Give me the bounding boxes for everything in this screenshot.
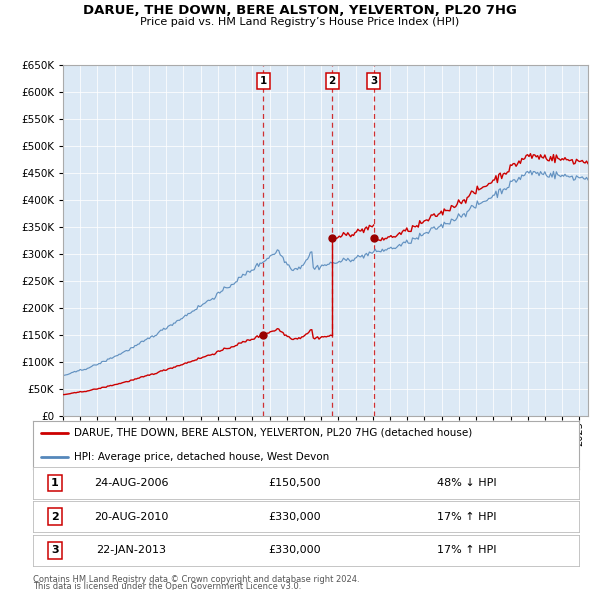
Text: 1: 1: [51, 478, 59, 488]
Text: £330,000: £330,000: [269, 545, 322, 555]
Text: 22-JAN-2013: 22-JAN-2013: [96, 545, 166, 555]
Text: £150,500: £150,500: [269, 478, 322, 488]
Text: 24-AUG-2006: 24-AUG-2006: [94, 478, 169, 488]
Text: HPI: Average price, detached house, West Devon: HPI: Average price, detached house, West…: [74, 452, 329, 462]
Text: Contains HM Land Registry data © Crown copyright and database right 2024.: Contains HM Land Registry data © Crown c…: [33, 575, 359, 584]
Text: This data is licensed under the Open Government Licence v3.0.: This data is licensed under the Open Gov…: [33, 582, 301, 590]
Text: 1: 1: [260, 76, 267, 86]
Text: 3: 3: [370, 76, 377, 86]
Text: 20-AUG-2010: 20-AUG-2010: [94, 512, 169, 522]
Text: £330,000: £330,000: [269, 512, 322, 522]
Text: DARUE, THE DOWN, BERE ALSTON, YELVERTON, PL20 7HG: DARUE, THE DOWN, BERE ALSTON, YELVERTON,…: [83, 4, 517, 17]
Text: 2: 2: [51, 512, 59, 522]
Text: DARUE, THE DOWN, BERE ALSTON, YELVERTON, PL20 7HG (detached house): DARUE, THE DOWN, BERE ALSTON, YELVERTON,…: [74, 428, 472, 438]
Text: 3: 3: [51, 545, 59, 555]
Text: 48% ↓ HPI: 48% ↓ HPI: [437, 478, 497, 488]
Text: 2: 2: [329, 76, 336, 86]
Text: 17% ↑ HPI: 17% ↑ HPI: [437, 545, 497, 555]
Text: Price paid vs. HM Land Registry’s House Price Index (HPI): Price paid vs. HM Land Registry’s House …: [140, 17, 460, 27]
Text: 17% ↑ HPI: 17% ↑ HPI: [437, 512, 497, 522]
